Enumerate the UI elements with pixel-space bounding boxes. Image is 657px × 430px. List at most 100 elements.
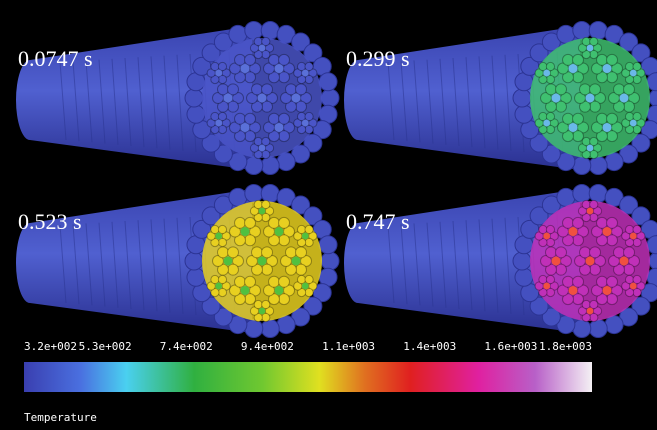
strand-wire: [614, 247, 625, 258]
strand-wire: [269, 217, 280, 228]
time-label: 0.747 s: [346, 209, 410, 234]
outer-wire: [245, 157, 263, 175]
strand-center: [552, 94, 561, 103]
strand-wire: [607, 72, 618, 83]
strand-wire: [590, 247, 601, 258]
strand-wire: [235, 276, 246, 287]
strand-wire: [305, 225, 313, 233]
strand-center: [603, 64, 612, 73]
outer-wire: [515, 105, 533, 123]
outer-wire: [589, 157, 607, 175]
strand-wire: [235, 217, 246, 228]
strand-center: [224, 94, 233, 103]
strand-wire: [546, 62, 554, 70]
strand-center: [215, 233, 222, 240]
time-label: 0.523 s: [18, 209, 82, 234]
strand-wire: [546, 275, 554, 283]
strand-wire: [262, 84, 273, 95]
strand-wire: [590, 200, 598, 208]
strand-wire: [624, 84, 635, 95]
outer-wire: [573, 157, 591, 175]
strand-center: [258, 257, 267, 266]
strand-center: [241, 123, 250, 132]
strand-center: [241, 227, 250, 236]
strand-center: [630, 120, 637, 127]
strand-wire: [245, 131, 256, 142]
strand-wire: [245, 235, 256, 246]
time-label: 0.0747 s: [18, 46, 93, 71]
strand-wire: [218, 275, 226, 283]
strand-center: [569, 227, 578, 236]
strand-wire: [279, 72, 290, 83]
strand-wire: [286, 84, 297, 95]
outer-wire: [187, 268, 205, 286]
strand-center: [587, 145, 594, 152]
strand-wire: [597, 276, 608, 287]
strand-center: [587, 308, 594, 315]
strand-wire: [305, 275, 313, 283]
strand-center: [603, 227, 612, 236]
strand-center: [543, 120, 550, 127]
strand-wire: [296, 84, 307, 95]
strand-wire: [279, 276, 290, 287]
strand-wire: [614, 84, 625, 95]
strand-wire: [279, 113, 290, 124]
strand-wire: [633, 112, 641, 120]
strand-wire: [262, 300, 270, 308]
strand-wire: [546, 247, 557, 258]
strand-wire: [235, 113, 246, 124]
outer-wire: [573, 320, 591, 338]
time-label: 0.299 s: [346, 46, 410, 71]
strand-center: [569, 123, 578, 132]
colorbar-tick-label: 7.4e+002: [160, 340, 213, 353]
strand-center: [241, 64, 250, 73]
strand-center: [630, 70, 637, 77]
strand-center: [258, 94, 267, 103]
strand-wire: [296, 101, 307, 112]
strand-wire: [573, 131, 584, 142]
strand-wire: [279, 235, 290, 246]
strand-wire: [607, 294, 618, 305]
outer-wire: [589, 184, 607, 202]
outer-wire: [245, 184, 263, 202]
strand-wire: [573, 72, 584, 83]
strand-center: [259, 45, 266, 52]
strand-wire: [305, 112, 313, 120]
strand-wire: [305, 62, 313, 70]
strand-center: [543, 283, 550, 290]
strand-wire: [296, 247, 307, 258]
strand-wire: [607, 131, 618, 142]
strand-wire: [624, 264, 635, 275]
strand-wire: [262, 101, 273, 112]
outer-wire: [245, 21, 263, 39]
outer-wire: [261, 157, 279, 175]
strand-wire: [228, 247, 239, 258]
strand-center: [603, 286, 612, 295]
strand-wire: [218, 112, 226, 120]
strand-wire: [245, 54, 256, 65]
strand-center: [552, 257, 561, 266]
strand-wire: [262, 200, 270, 208]
strand-wire: [546, 84, 557, 95]
strand-wire: [262, 264, 273, 275]
strand-center: [215, 120, 222, 127]
strand-center: [630, 283, 637, 290]
strand-wire: [590, 300, 598, 308]
strand-wire: [218, 62, 226, 70]
colorbar-tick-label: 3.2e+002: [24, 340, 77, 353]
strand-center: [275, 286, 284, 295]
strand-wire: [218, 84, 229, 95]
strand-wire: [573, 113, 584, 124]
strand-wire: [262, 137, 270, 145]
strand-wire: [597, 113, 608, 124]
strand-center: [302, 120, 309, 127]
strand-wire: [573, 294, 584, 305]
outer-wire: [589, 320, 607, 338]
strand-wire: [245, 294, 256, 305]
strand-center: [569, 286, 578, 295]
strand-wire: [279, 217, 290, 228]
strand-center: [620, 94, 629, 103]
outer-wire: [321, 252, 339, 270]
strand-wire: [245, 217, 256, 228]
strand-center: [302, 233, 309, 240]
